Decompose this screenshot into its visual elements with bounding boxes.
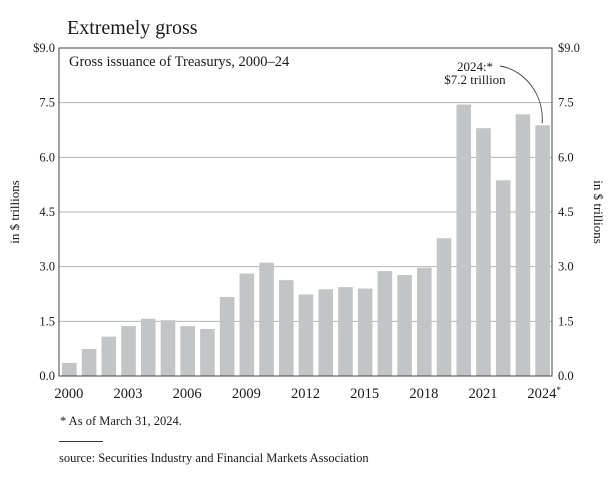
bar-2008 [219, 296, 235, 376]
footnote-divider [59, 441, 103, 442]
bar-2014 [338, 287, 353, 376]
y-tick-label-right: 0.0 [558, 369, 574, 383]
plot-frame [58, 47, 553, 377]
bar-2012 [298, 294, 314, 376]
x-tick-label: 2012 [291, 386, 320, 402]
annotation-label-year: 2024:* [457, 59, 493, 74]
y-tick-label-left: 4.5 [39, 205, 55, 219]
bar-2020 [456, 104, 472, 376]
source-note: source: Securities Industry and Financia… [59, 451, 369, 465]
y-tick-label-left: 3.0 [39, 260, 55, 274]
bar-2011 [278, 280, 294, 376]
y-tick-label-right: 1.5 [558, 314, 574, 328]
annotation-2024: 2024:* $7.2 trillion [444, 59, 543, 124]
y-tick-label-left: 7.5 [39, 96, 55, 110]
y-tick-label-left: $9.0 [33, 41, 55, 55]
chart-subtitle: Gross issuance of Treasurys, 2000–24 [69, 54, 290, 70]
x-tick-label: 2024* [527, 385, 561, 402]
bar-2005 [160, 320, 176, 376]
bar-2015 [357, 288, 373, 376]
y-tick-label-left: 0.0 [39, 369, 55, 383]
asterisk-superscript: * [556, 385, 561, 395]
x-tick-label: 2009 [232, 386, 261, 402]
y-axis-left-ticks: 0.0 1.5 3.0 4.5 6.0 7.5 $9.0 [33, 41, 55, 383]
x-axis-ticks: 2000 2003 2006 2009 2012 2015 2018 2021 2024* [54, 385, 561, 402]
y-axis-label-left: in $ trillions [7, 180, 22, 244]
bar-2006 [180, 326, 195, 376]
bar-2023 [515, 114, 531, 376]
x-tick-label: 2018 [409, 386, 438, 402]
bar-2010 [259, 262, 274, 376]
annotation-leader-line [499, 65, 543, 124]
bar-2022 [495, 180, 511, 376]
footnote: * As of March 31, 2024. [60, 414, 182, 428]
bar-chart: Gross issuance of Treasurys, 2000–24 0.0… [7, 41, 606, 402]
bars [62, 104, 550, 376]
y-tick-label-left: 1.5 [39, 314, 55, 328]
bar-2021 [476, 128, 491, 376]
bar-2003 [121, 326, 136, 376]
bar-2000 [62, 362, 77, 376]
y-tick-label-left: 6.0 [39, 150, 55, 164]
x-tick-label: 2003 [114, 386, 143, 402]
x-tick-label: 2000 [54, 386, 83, 402]
y-tick-label-right: 4.5 [558, 205, 574, 219]
bar-2002 [101, 336, 117, 376]
chart-title: Extremely gross [67, 17, 198, 39]
y-axis-label-right: in $ trillions [591, 180, 606, 244]
bar-2007 [200, 328, 215, 376]
x-tick-label: 2021 [468, 386, 497, 402]
bar-2018 [417, 267, 432, 376]
y-tick-label-right: 7.5 [558, 96, 574, 110]
bar-2009 [239, 273, 255, 376]
y-tick-label-right: 6.0 [558, 150, 574, 164]
y-tick-label-right: $9.0 [558, 41, 580, 55]
y-axis-right-ticks: 0.0 1.5 3.0 4.5 6.0 7.5 $9.0 [558, 41, 580, 383]
bar-2024 [535, 125, 550, 376]
bar-2017 [397, 275, 412, 376]
annotation-label-value: $7.2 trillion [444, 72, 506, 87]
y-tick-label-right: 3.0 [558, 260, 574, 274]
bar-2016 [377, 271, 393, 376]
x-tick-label: 2006 [173, 386, 202, 402]
bar-2004 [140, 318, 156, 376]
x-tick-label: 2015 [350, 386, 379, 402]
bar-2001 [81, 349, 97, 376]
bar-2013 [318, 289, 334, 376]
bar-2019 [436, 238, 452, 376]
